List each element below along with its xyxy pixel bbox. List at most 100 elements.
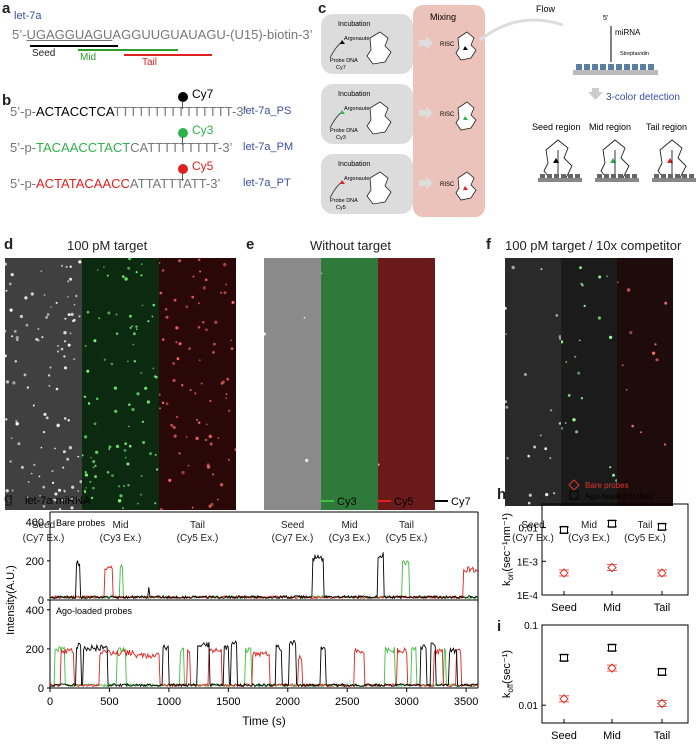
spot xyxy=(5,262,7,266)
spot xyxy=(561,340,564,344)
spot xyxy=(198,359,201,362)
dye-label: Cy7 xyxy=(192,87,214,101)
spot xyxy=(220,291,222,294)
spot xyxy=(142,441,146,444)
channel-label: Mid (Cy3 Ex.) xyxy=(554,519,624,545)
probe-prefix: 5’-p- xyxy=(10,176,37,191)
spot xyxy=(16,338,19,342)
spot xyxy=(5,329,7,333)
spot xyxy=(159,407,161,410)
spot xyxy=(598,275,602,279)
spot xyxy=(103,266,105,268)
probe-colored: ACTACCTCA xyxy=(36,104,114,119)
channel-label: Mid (Cy3 Ex.) xyxy=(315,519,385,545)
five-prime-label: 5’ xyxy=(603,15,609,22)
spot xyxy=(64,366,67,370)
spot xyxy=(30,292,34,296)
point-ago xyxy=(608,643,616,652)
spot xyxy=(165,402,169,406)
spot xyxy=(57,345,59,347)
spot xyxy=(67,419,70,422)
spot xyxy=(225,397,228,400)
channel-label: Tail (Cy5 Ex.) xyxy=(163,519,233,545)
spot xyxy=(106,471,110,474)
channel-ex: (Cy5 Ex.) xyxy=(624,533,666,544)
surface xyxy=(573,70,658,75)
spot xyxy=(68,496,71,498)
spot xyxy=(123,449,127,452)
spot xyxy=(178,342,182,346)
spot xyxy=(204,278,208,282)
spot xyxy=(173,298,177,302)
spot xyxy=(92,486,95,490)
spot xyxy=(35,338,39,341)
dye-stem xyxy=(182,173,183,181)
probe-name: let-7a_PM xyxy=(243,141,294,153)
spot xyxy=(225,393,228,395)
spot xyxy=(208,434,212,439)
spot xyxy=(14,360,17,363)
spot xyxy=(85,487,88,489)
spot xyxy=(30,472,33,475)
spot xyxy=(640,431,642,434)
spot xyxy=(20,465,24,469)
mid-region-label: Mid xyxy=(80,52,97,63)
spot xyxy=(60,264,63,267)
spot xyxy=(198,302,200,305)
micrograph-bg xyxy=(617,258,673,506)
spot xyxy=(61,498,65,502)
spot xyxy=(176,357,180,361)
spot xyxy=(664,301,668,305)
spot xyxy=(10,273,14,277)
argonaute-label: Argonaute xyxy=(344,176,369,182)
spot xyxy=(572,418,576,422)
argonaute-label: Argonaute xyxy=(344,106,369,112)
probe-dye-label: Cy7 xyxy=(336,65,346,71)
spot xyxy=(615,479,617,482)
spot xyxy=(119,494,123,498)
x-tick-label: 500 xyxy=(100,696,118,708)
spot xyxy=(127,258,132,261)
y-tick-label: 1E-3 xyxy=(517,557,539,568)
spot xyxy=(72,319,75,323)
y-tick-label: 0.1 xyxy=(524,621,538,632)
spot xyxy=(11,335,14,338)
spot xyxy=(140,372,143,374)
mixing-label: Mixing xyxy=(430,12,456,22)
spot xyxy=(152,367,155,370)
spot xyxy=(213,342,216,346)
channel-name: Mid xyxy=(341,520,358,531)
spot xyxy=(629,331,633,335)
spot xyxy=(122,507,124,510)
spot xyxy=(230,339,232,342)
point-bare xyxy=(559,568,569,578)
channel-ex: (Cy5 Ex.) xyxy=(385,533,428,544)
probe-row: 5’-p-ACTATACAACCATTATTTATT-3’ xyxy=(10,176,220,191)
x-axis-label: Time (s) xyxy=(242,714,286,728)
spot xyxy=(108,445,112,449)
panel-c-label: c xyxy=(318,0,327,17)
point-ago xyxy=(560,525,568,534)
spot xyxy=(196,418,199,421)
spot xyxy=(652,351,656,355)
risc-dye xyxy=(463,116,468,120)
spot xyxy=(63,489,66,492)
region-surface xyxy=(652,178,696,182)
region-dye xyxy=(553,158,559,163)
incubation-label: Incubation xyxy=(338,21,370,28)
spot xyxy=(175,326,179,330)
spot xyxy=(154,453,157,456)
let7a-sequence: 5’-UGAGGUAGUAGGUUGUAUAGU-(U15)-biotin-3’ xyxy=(12,27,313,42)
spot xyxy=(23,373,27,377)
spot xyxy=(69,277,73,281)
spot xyxy=(86,310,90,314)
spot xyxy=(191,295,194,299)
probe-dye xyxy=(340,40,345,44)
spot xyxy=(70,312,74,316)
probe-colored: ACTATACAACC xyxy=(36,176,130,191)
plot-frame xyxy=(541,503,689,596)
probe-name: let-7a_PS xyxy=(243,105,292,117)
spot xyxy=(195,436,199,440)
y-tick-label: 0.01 xyxy=(519,524,539,535)
spot xyxy=(95,397,99,401)
